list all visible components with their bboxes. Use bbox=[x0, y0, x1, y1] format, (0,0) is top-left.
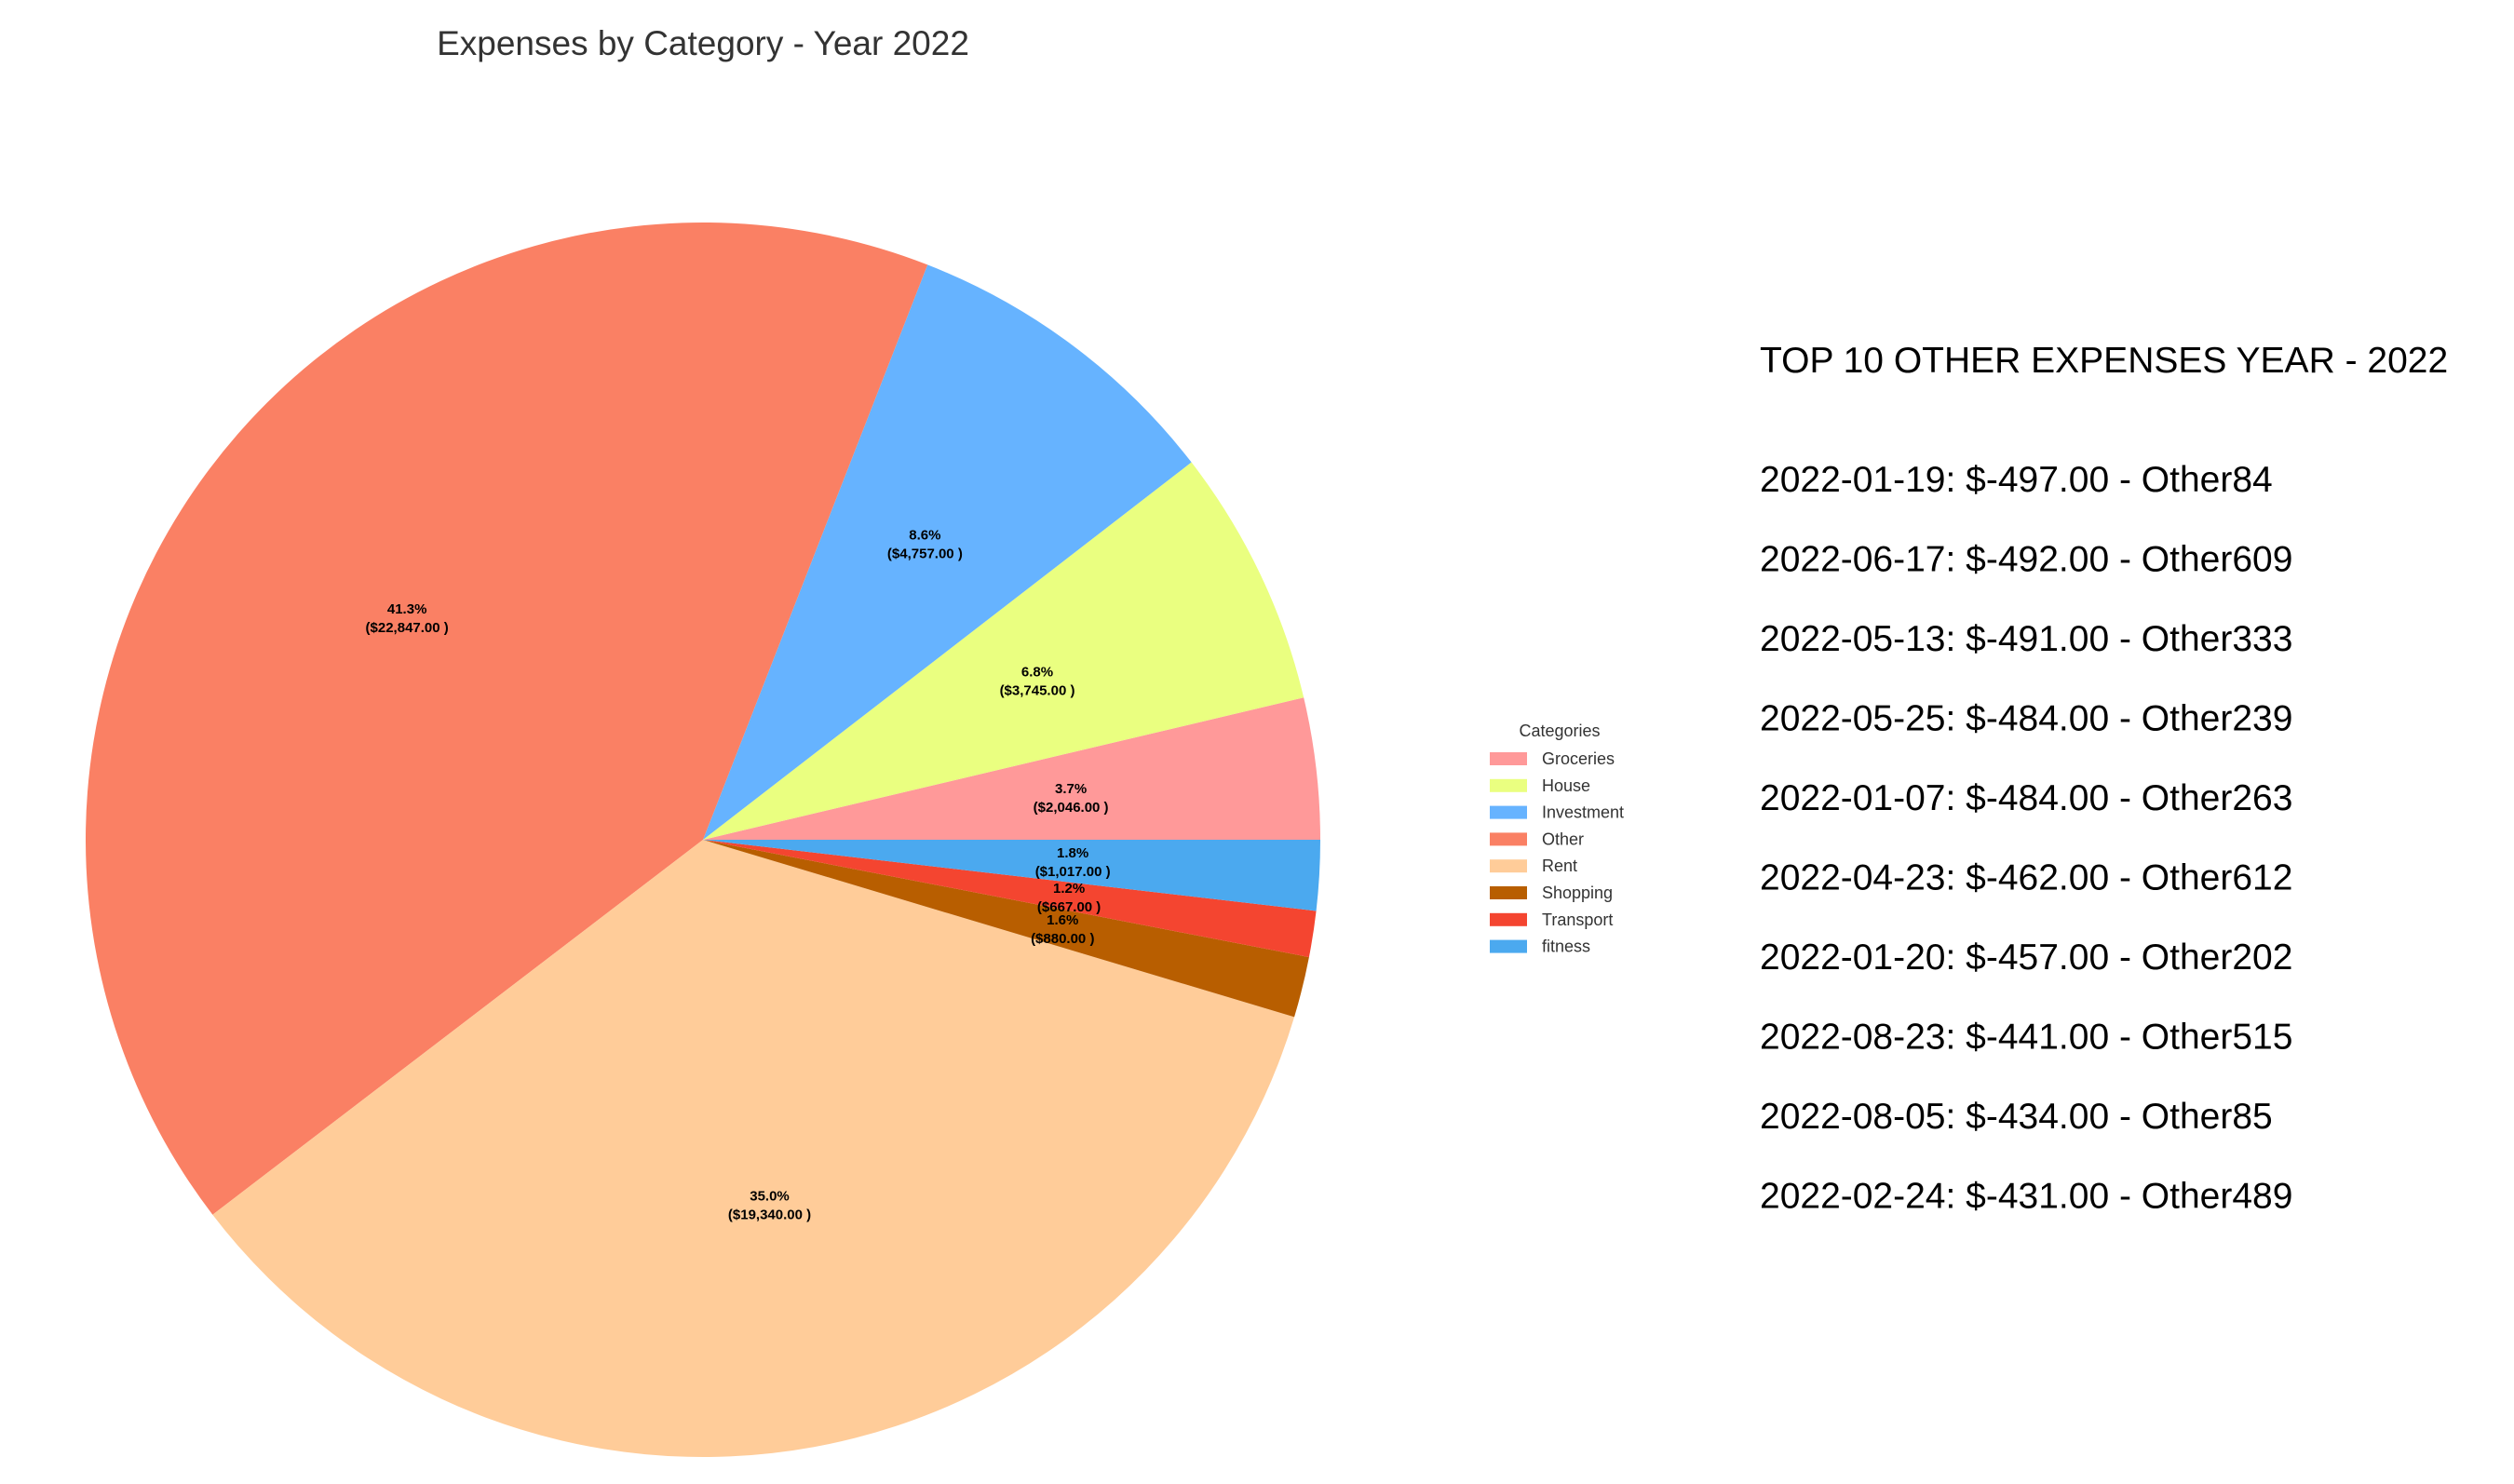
slice-label-groceries: 3.7% ($2,046.00 ) bbox=[1034, 781, 1109, 816]
pie-slice-investment bbox=[703, 264, 1192, 840]
legend-label-transport: Transport bbox=[1542, 911, 1613, 929]
slice-label-house: 6.8% ($3,745.00 ) bbox=[1000, 665, 1075, 699]
legend-title: Categories bbox=[1519, 722, 1600, 740]
top-expense-item: 2022-01-19: $-497.00 - Other84 bbox=[1760, 460, 2273, 500]
top-expense-item: 2022-01-20: $-457.00 - Other202 bbox=[1760, 938, 2292, 978]
legend-label-investment: Investment bbox=[1542, 803, 1624, 822]
legend-label-rent: Rent bbox=[1542, 857, 1577, 875]
legend-swatch-investment bbox=[1490, 805, 1527, 819]
legend-label-house: House bbox=[1542, 776, 1590, 795]
top-expenses-heading: TOP 10 OTHER EXPENSES YEAR - 2022 bbox=[1760, 341, 2448, 381]
pie-slice-house bbox=[703, 462, 1304, 840]
slice-label-transport: 1.2% ($667.00 ) bbox=[1037, 881, 1101, 915]
legend-label-shopping: Shopping bbox=[1542, 884, 1613, 902]
slice-label-fitness: 1.8% ($1,017.00 ) bbox=[1035, 845, 1111, 880]
slice-label-other: 41.3% ($22,847.00 ) bbox=[366, 601, 449, 636]
top-expenses-panel: TOP 10 OTHER EXPENSES YEAR - 2022 2022-0… bbox=[1760, 341, 2448, 1217]
legend-label-other: Other bbox=[1542, 830, 1584, 848]
legend-swatch-other bbox=[1490, 832, 1527, 846]
legend-label-groceries: Groceries bbox=[1542, 749, 1615, 768]
pie-slice-labels: 3.7% ($2,046.00 ) 6.8% ($3,745.00 ) 8.6% ($4,… bbox=[366, 528, 1111, 1223]
top-expense-item: 2022-05-25: $-484.00 - Other239 bbox=[1760, 699, 2292, 739]
pie-slice-shopping bbox=[703, 840, 1309, 1018]
chart-title: Expenses by Category - Year 2022 bbox=[437, 24, 969, 62]
pie-slice-transport bbox=[703, 840, 1317, 958]
top-expense-item: 2022-06-17: $-492.00 - Other609 bbox=[1760, 540, 2292, 580]
legend-swatch-fitness bbox=[1490, 939, 1527, 953]
pie-slice-groceries bbox=[703, 697, 1320, 840]
pie-slices bbox=[85, 223, 1320, 1458]
top-expense-item: 2022-02-24: $-431.00 - Other489 bbox=[1760, 1177, 2292, 1217]
legend-swatch-rent bbox=[1490, 859, 1527, 873]
legend-swatch-shopping bbox=[1490, 886, 1527, 899]
legend-swatch-groceries bbox=[1490, 752, 1527, 765]
slice-label-shopping: 1.6% ($880.00 ) bbox=[1031, 912, 1094, 947]
slice-label-rent: 35.0% ($19,340.00 ) bbox=[728, 1188, 811, 1222]
pie-slice-fitness bbox=[703, 840, 1320, 911]
top-expense-item: 2022-05-13: $-491.00 - Other333 bbox=[1760, 619, 2292, 659]
top-expense-item: 2022-08-23: $-441.00 - Other515 bbox=[1760, 1018, 2292, 1058]
slice-label-investment: 8.6% ($4,757.00 ) bbox=[887, 528, 963, 562]
top-expense-item: 2022-01-07: $-484.00 - Other263 bbox=[1760, 778, 2292, 818]
pie-slice-other bbox=[85, 223, 928, 1215]
legend-swatch-transport bbox=[1490, 912, 1527, 926]
top-expense-item: 2022-08-05: $-434.00 - Other85 bbox=[1760, 1097, 2273, 1137]
legend-label-fitness: fitness bbox=[1542, 938, 1590, 956]
legend-swatch-house bbox=[1490, 778, 1527, 792]
top-expense-item: 2022-04-23: $-462.00 - Other612 bbox=[1760, 858, 2292, 898]
pie-slice-rent bbox=[212, 840, 1295, 1458]
legend: Categories Groceries House Investment Other… bbox=[1490, 722, 1624, 956]
